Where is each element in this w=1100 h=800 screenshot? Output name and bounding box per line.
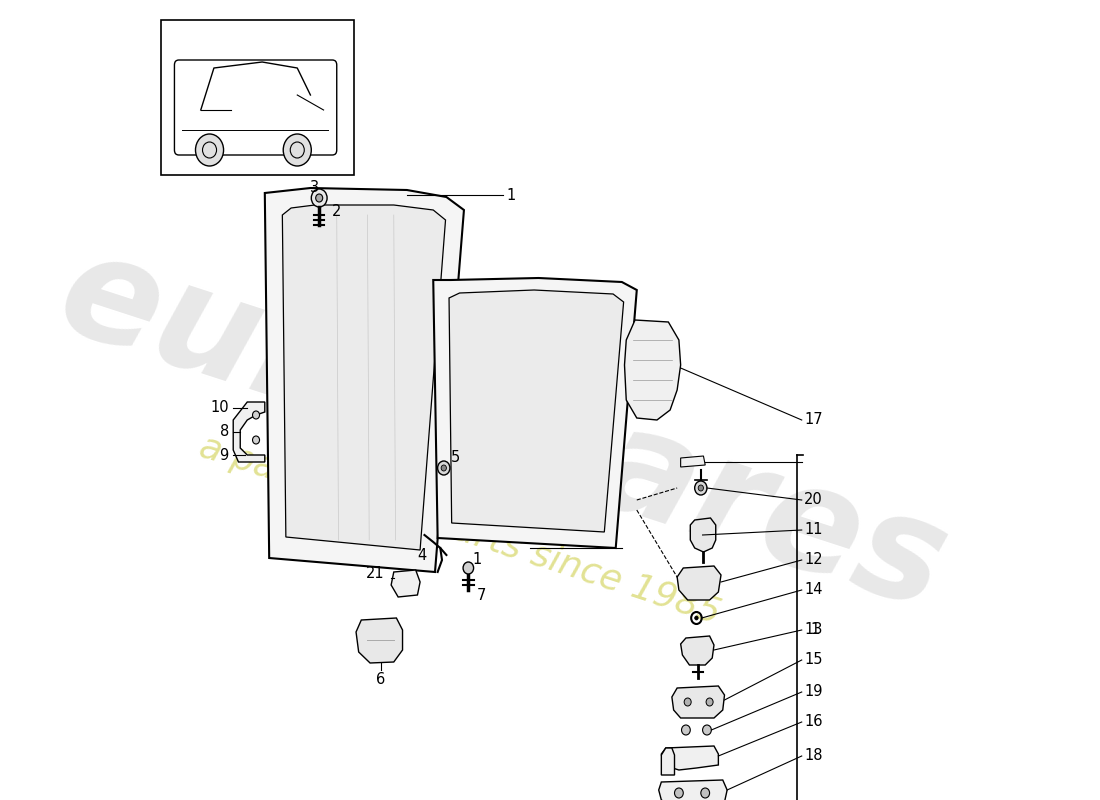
Text: 16: 16: [804, 714, 823, 730]
Circle shape: [706, 698, 713, 706]
Polygon shape: [233, 402, 265, 462]
Text: 14: 14: [804, 582, 823, 598]
Polygon shape: [449, 290, 624, 532]
Polygon shape: [678, 566, 721, 600]
Circle shape: [703, 725, 712, 735]
Circle shape: [196, 134, 223, 166]
Circle shape: [438, 461, 450, 475]
Text: 20: 20: [804, 493, 823, 507]
Text: 8: 8: [220, 425, 229, 439]
Polygon shape: [659, 780, 727, 800]
Text: 1: 1: [811, 622, 819, 638]
Circle shape: [682, 725, 691, 735]
Text: 11: 11: [804, 522, 823, 538]
Text: 21: 21: [366, 566, 385, 581]
Polygon shape: [625, 320, 681, 420]
Circle shape: [701, 788, 710, 798]
Text: 19: 19: [804, 685, 823, 699]
Polygon shape: [661, 748, 674, 775]
Polygon shape: [672, 686, 725, 718]
Circle shape: [695, 481, 707, 495]
Text: 10: 10: [210, 401, 229, 415]
Polygon shape: [433, 278, 637, 548]
Polygon shape: [265, 188, 464, 572]
Circle shape: [684, 698, 691, 706]
Text: 15: 15: [804, 653, 823, 667]
Polygon shape: [392, 570, 420, 597]
Text: 1: 1: [473, 553, 482, 567]
Text: eurospares: eurospares: [43, 221, 964, 639]
Text: 13: 13: [804, 622, 823, 638]
Text: 1: 1: [506, 187, 515, 202]
Polygon shape: [283, 205, 446, 550]
Polygon shape: [661, 746, 718, 770]
Polygon shape: [356, 618, 403, 663]
Text: 9: 9: [220, 447, 229, 462]
Polygon shape: [681, 456, 705, 467]
Text: 6: 6: [376, 672, 385, 687]
Circle shape: [698, 485, 704, 491]
FancyBboxPatch shape: [175, 60, 337, 155]
Text: 2: 2: [332, 205, 342, 219]
Text: 3: 3: [310, 181, 319, 195]
Text: 18: 18: [804, 749, 823, 763]
Text: 4: 4: [417, 547, 426, 562]
Text: 17: 17: [804, 413, 823, 427]
Polygon shape: [681, 636, 714, 665]
Circle shape: [463, 562, 474, 574]
Text: 12: 12: [804, 553, 823, 567]
Circle shape: [441, 465, 447, 471]
Circle shape: [311, 189, 327, 207]
Circle shape: [253, 411, 260, 419]
Text: 7: 7: [477, 587, 486, 602]
Text: 5: 5: [451, 450, 460, 466]
Circle shape: [674, 788, 683, 798]
Circle shape: [253, 436, 260, 444]
Polygon shape: [691, 518, 716, 552]
Circle shape: [283, 134, 311, 166]
Bar: [162, 20, 354, 175]
Circle shape: [695, 616, 698, 620]
Circle shape: [316, 194, 322, 202]
Text: a passion for parts since 1985: a passion for parts since 1985: [195, 430, 725, 630]
